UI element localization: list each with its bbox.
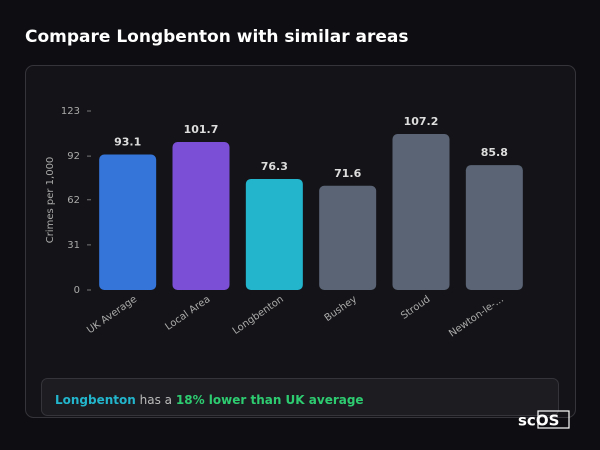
chart-title: Compare Longbenton with similar areas [25, 27, 409, 47]
bar [319, 185, 377, 290]
summary: Longbenton has a 18% lower than UK avera… [55, 393, 364, 407]
y-tick-label: 0 [74, 285, 80, 296]
value-label: 101.7 [184, 123, 219, 136]
logo-box [537, 410, 570, 429]
y-tick-label: 92 [67, 151, 80, 162]
y-tick-label: 123 [61, 106, 80, 117]
value-label: 107.2 [404, 115, 439, 128]
logo: scOS [518, 412, 559, 430]
bar [99, 154, 157, 290]
y-tick-label: 62 [67, 195, 80, 206]
bar [172, 141, 230, 290]
y-tick-label: 31 [67, 240, 80, 251]
value-label: 76.3 [261, 160, 288, 173]
value-label: 93.1 [114, 136, 141, 149]
bar [245, 178, 303, 290]
summary-text: has a [140, 393, 172, 407]
value-label: 71.6 [334, 167, 361, 180]
summary-highlight: 18% lower than UK average [176, 393, 364, 407]
bar [465, 165, 523, 290]
summary-area: Longbenton [55, 393, 136, 407]
bar [392, 133, 450, 290]
summary-box [41, 378, 559, 416]
y-axis-label: Crimes per 1,000 [45, 157, 56, 244]
value-label: 85.8 [481, 146, 508, 159]
